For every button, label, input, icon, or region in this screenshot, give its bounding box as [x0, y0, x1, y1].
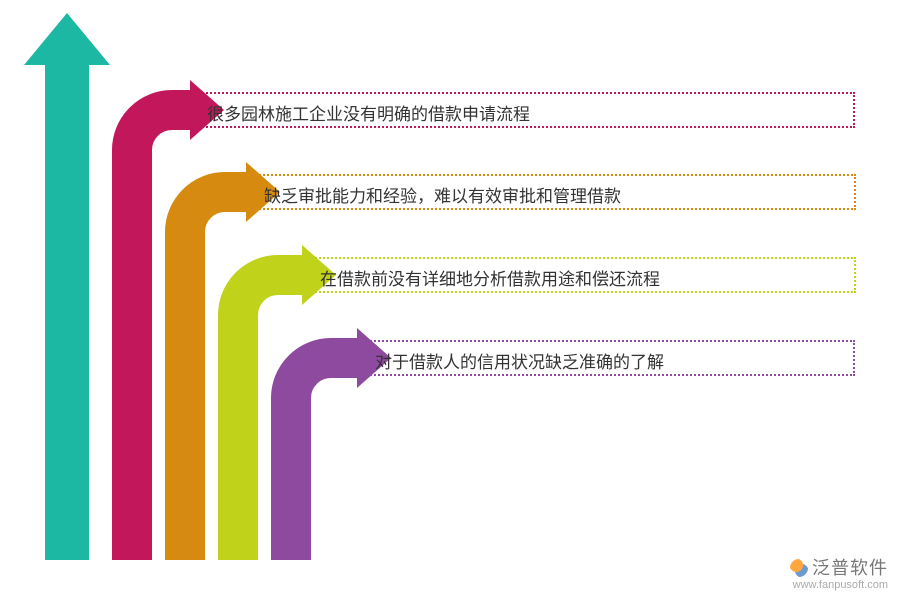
main-up-arrow [24, 13, 110, 560]
arrows-svg [0, 0, 900, 600]
logo-icon [790, 559, 808, 577]
watermark-brand: 泛普软件 [790, 558, 888, 579]
branch-arrow-shaft [291, 358, 357, 560]
item-textbox: 很多园林施工企业没有明确的借款申请流程 [195, 92, 855, 128]
diagram-stage: 很多园林施工企业没有明确的借款申请流程缺乏审批能力和经验，难以有效审批和管理借款… [0, 0, 900, 600]
watermark-brand-text: 泛普软件 [812, 558, 888, 578]
watermark: 泛普软件 www.fanpusoft.com [790, 558, 888, 592]
item-label: 对于借款人的信用状况缺乏准确的了解 [375, 353, 664, 372]
item-label: 缺乏审批能力和经验，难以有效审批和管理借款 [264, 187, 621, 206]
item-textbox: 缺乏审批能力和经验，难以有效审批和管理借款 [252, 174, 856, 210]
watermark-url: www.fanpusoft.com [790, 579, 888, 592]
item-textbox: 在借款前没有详细地分析借款用途和偿还流程 [308, 257, 856, 293]
item-label: 在借款前没有详细地分析借款用途和偿还流程 [320, 270, 660, 289]
item-textbox: 对于借款人的信用状况缺乏准确的了解 [363, 340, 855, 376]
item-label: 很多园林施工企业没有明确的借款申请流程 [207, 105, 530, 124]
